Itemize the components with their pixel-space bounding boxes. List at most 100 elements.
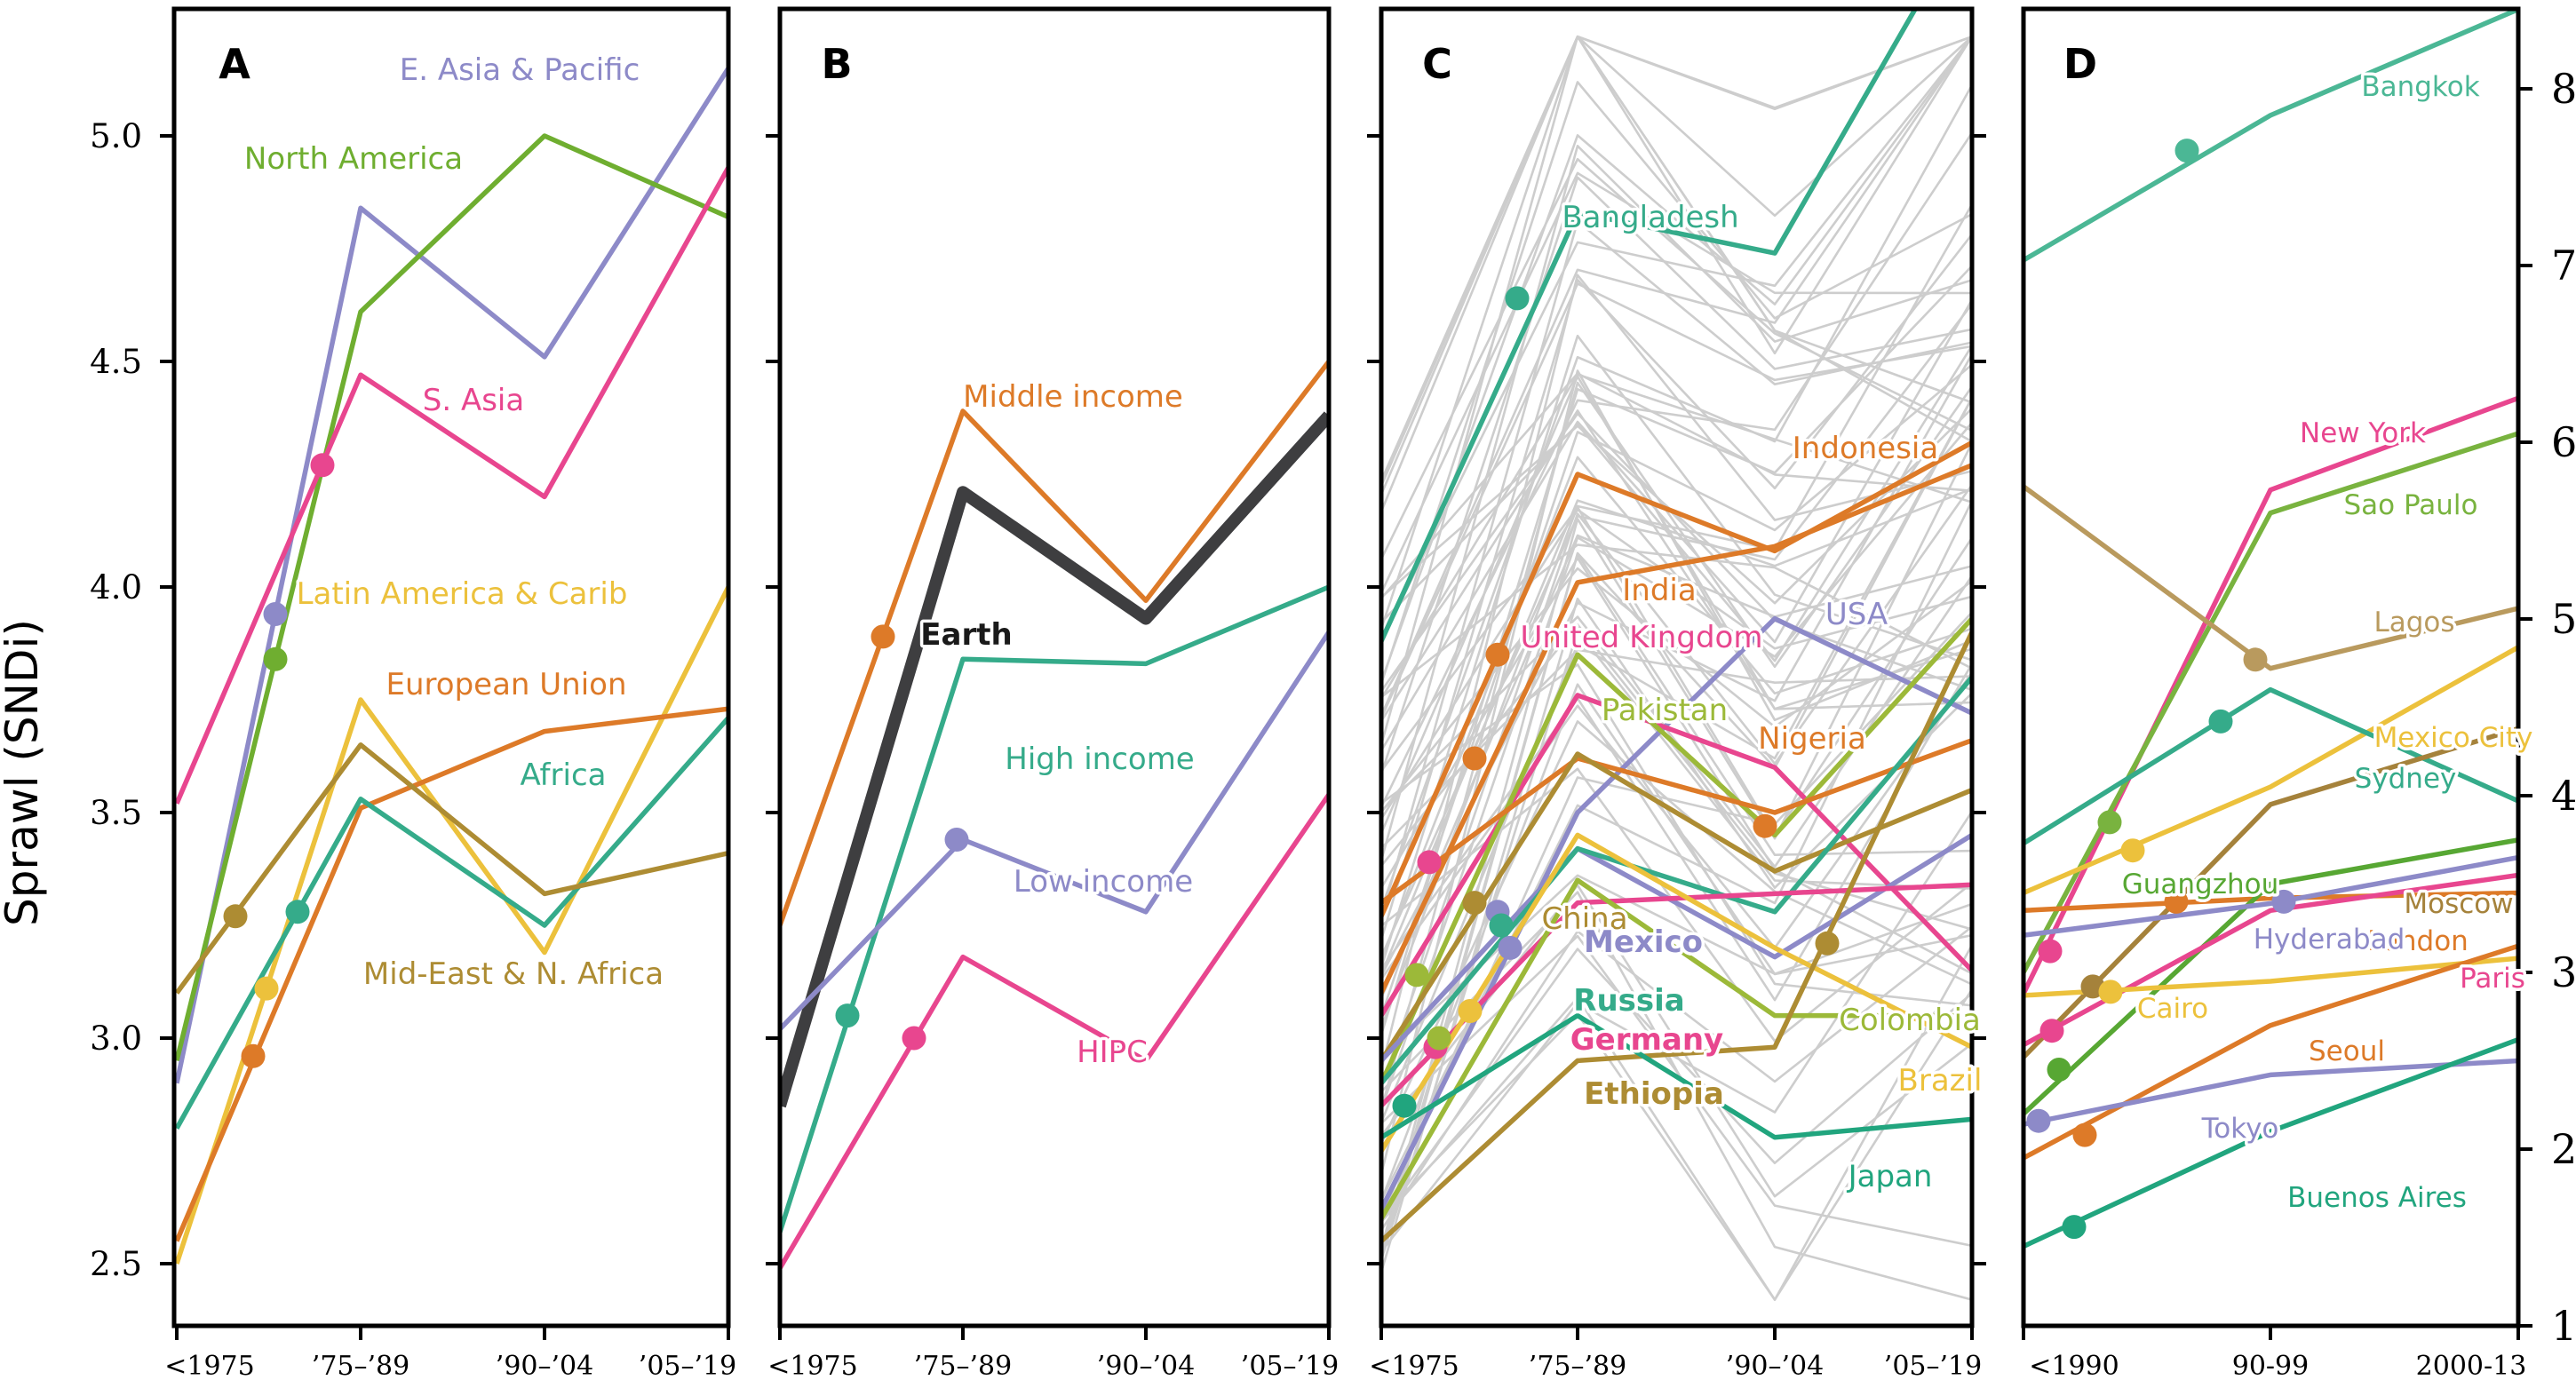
dot-nigeria (1753, 813, 1777, 838)
background-country-line (1381, 176, 1972, 775)
label-european-union: European Union (386, 667, 627, 702)
label-london: London (2367, 925, 2469, 957)
dot-north-america (263, 646, 288, 671)
label-new-york: New York (2300, 417, 2426, 449)
dot-brazil (1458, 999, 1483, 1023)
background-country-line (1381, 397, 1972, 1123)
line-pakistan (1381, 616, 1972, 1084)
line-japan (1381, 1012, 1972, 1140)
panel-b-frame (777, 6, 1332, 1329)
line-earth (780, 411, 1329, 1108)
x-tick-label: ’05–’19 (1884, 1351, 1982, 1382)
label-hyderabad: Hyderabad (2254, 924, 2405, 956)
y-tick-label-right: 3 (2551, 948, 2576, 996)
background-country-line (1381, 334, 1972, 968)
line-london (2023, 890, 2518, 914)
label-low-income: Low income (1014, 864, 1193, 900)
dot-guangzhou (2047, 1058, 2071, 1082)
dot-sydney (2208, 709, 2233, 734)
background-country-line (1381, 934, 1972, 1248)
dot-india (1462, 746, 1487, 771)
x-tick-label: ’75–’89 (914, 1351, 1012, 1382)
line-mid-east-n-africa (174, 742, 728, 995)
x-tick-label: <1990 (2029, 1351, 2119, 1382)
label-brazil: Brazil (1898, 1063, 1983, 1099)
dot-colombia (1427, 1026, 1451, 1051)
dot-seoul (2072, 1122, 2097, 1147)
panel-d-plot-area (2023, 9, 2518, 1249)
background-country-line (1381, 265, 1972, 1035)
background-country-line (1381, 630, 1972, 1261)
label-united-kingdom: United Kingdom (1521, 620, 1763, 655)
label-s-asia: S. Asia (423, 383, 524, 418)
label-russia: Russia (1573, 983, 1684, 1019)
background-country-line (1381, 456, 1972, 960)
label-high-income: High income (1005, 742, 1194, 777)
label-colombia: Colombia (1839, 1003, 1981, 1038)
label-indonesia: Indonesia (1793, 431, 1938, 466)
y-tick-label: 3.5 (90, 794, 142, 832)
label-sydney: Sydney (2355, 763, 2457, 795)
dot-hyderabad (2271, 889, 2296, 914)
background-country-line (1381, 925, 1972, 1232)
line-sydney (2023, 686, 2518, 846)
line-united-kingdom (1381, 693, 1972, 1018)
x-tick-label: ’90–’04 (1097, 1351, 1195, 1382)
panel-c-plot-area (1381, 9, 1972, 1301)
label-nigeria: Nigeria (1758, 721, 1866, 757)
label-pakistan: Pakistan (1602, 693, 1728, 728)
dot-bangladesh (1505, 286, 1530, 311)
label-latin-america-carib: Latin America & Carib (297, 576, 628, 612)
dot-united-kingdom (1417, 850, 1442, 875)
y-tick-label-right: 7 (2551, 242, 2576, 289)
dot-european-union (241, 1043, 266, 1068)
label-africa: Africa (521, 757, 607, 793)
y-tick-label: 5.0 (90, 117, 142, 155)
label-mexico: Mexico (1584, 924, 1703, 960)
background-country-line (1381, 505, 1972, 837)
label-tokyo: Tokyo (2201, 1113, 2279, 1145)
background-country-line (1381, 36, 1972, 717)
y-tick-label: 3.0 (90, 1019, 142, 1058)
label-usa: USA (1825, 597, 1888, 632)
background-country-line (1381, 298, 1972, 751)
line-colombia (1381, 877, 1972, 1220)
background-country-line (1381, 988, 1972, 1301)
line-tokyo (2023, 1058, 2518, 1127)
dot-latin-america-carib (254, 976, 279, 1001)
line-middle-income (780, 360, 1329, 926)
background-country-line (1381, 372, 1972, 599)
panel-a: <1975 ’75–’89 ’90–’04 ’05–’19 5.0 4.5 4.0 3.5 3.… (90, 6, 736, 1382)
background-country-line (1381, 131, 1972, 808)
label-mexico-city: Mexico City (2374, 722, 2533, 754)
y-tick-label: 4.5 (90, 343, 142, 381)
dot-lagos (2243, 647, 2268, 672)
x-tick-label: <1975 (1369, 1351, 1459, 1382)
panel-b-plot-area (780, 360, 1329, 1270)
dot-indonesia (1485, 642, 1510, 667)
y-tick-label: 4.0 (90, 568, 142, 607)
panel-a-plot-area (174, 67, 728, 1265)
line-european-union (174, 706, 728, 1242)
background-country-line (1381, 35, 1972, 630)
background-country-line (1381, 381, 1972, 1110)
dot-low-income (944, 828, 969, 852)
dot-paris (2039, 1019, 2064, 1043)
background-country-line (1381, 35, 1972, 496)
x-tick-label: <1975 (164, 1351, 254, 1382)
line-brazil (1381, 832, 1972, 1153)
dot-hipc (902, 1026, 926, 1051)
x-tick-label: ’75–’89 (312, 1351, 409, 1382)
dot-new-york (2038, 939, 2063, 964)
label-india: India (1622, 573, 1696, 608)
x-tick-label: ’05–’19 (1241, 1351, 1339, 1382)
dot-e-asia-pacific (263, 602, 288, 626)
dot-mexico-city (2120, 838, 2145, 863)
dot-tokyo (2026, 1108, 2051, 1133)
background-country-line (1381, 36, 1972, 642)
label-hipc: HIPC (1077, 1035, 1148, 1070)
label-china: China (1541, 901, 1627, 937)
x-tick-label: ’75–’89 (1529, 1351, 1626, 1382)
x-tick-label: 2000-13 (2416, 1351, 2527, 1382)
